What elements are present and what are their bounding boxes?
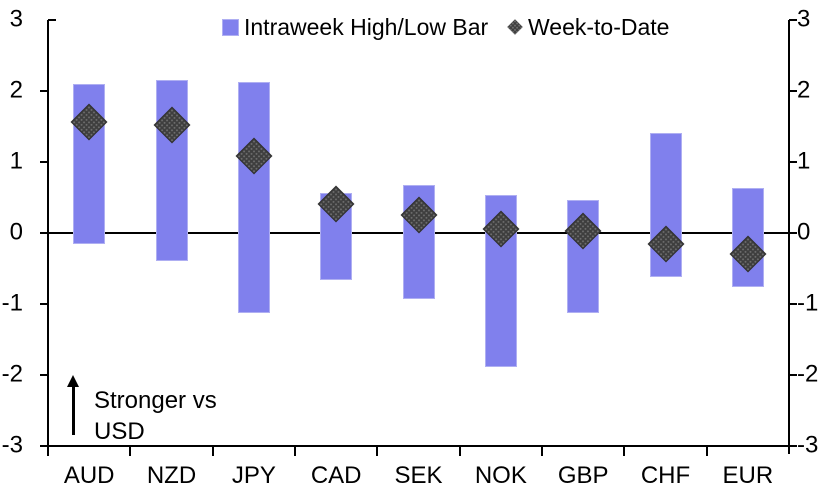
y-tick-label-left: -2 xyxy=(1,360,23,388)
x-category-label-jpy: JPY xyxy=(231,462,276,489)
x-category-label-aud: AUD xyxy=(63,462,115,489)
x-tick xyxy=(129,446,132,456)
range-bar-sek xyxy=(402,185,435,300)
x-tick xyxy=(541,446,543,456)
x-tick xyxy=(458,446,461,456)
y-tick-right xyxy=(789,232,797,234)
annotation-line-2: USD xyxy=(94,418,145,445)
x-category-label-cad: CAD xyxy=(310,462,362,489)
right-axis-line xyxy=(788,20,790,454)
y-tick-label-right: 2 xyxy=(797,76,811,104)
x-tick xyxy=(294,446,296,456)
legend-item-intraweek-bar: Intraweek High/Low Bar xyxy=(222,14,488,40)
up-arrow-head-icon xyxy=(67,375,79,387)
y-tick-left xyxy=(40,374,48,376)
y-tick-label-right: 0 xyxy=(797,218,811,246)
annotation-stronger-vs-usd: Stronger vs USD xyxy=(94,385,217,447)
x-category-label-chf: CHF xyxy=(640,462,691,489)
y-tick-right xyxy=(789,19,797,21)
y-tick-label-left: 0 xyxy=(9,218,23,246)
legend-label-intraweek: Intraweek High/Low Bar xyxy=(244,14,489,40)
x-axis-line xyxy=(47,445,790,447)
x-tick xyxy=(705,446,708,456)
legend-item-week-to-date: Week-to-Date xyxy=(506,14,669,40)
y-tick-left xyxy=(40,445,48,447)
x-category-label-sek: SEK xyxy=(394,462,443,489)
y-tick-right xyxy=(789,374,797,376)
y-tick-label-left: 1 xyxy=(9,147,23,175)
range-bar-jpy xyxy=(237,82,270,313)
y-tick-label-right: -3 xyxy=(797,431,819,459)
range-bar-aud xyxy=(73,83,106,244)
y-tick-label-left: -1 xyxy=(1,289,23,317)
y-tick-right xyxy=(789,90,797,92)
annotation-line-1: Stronger vs xyxy=(94,387,217,414)
y-tick-label-left: 2 xyxy=(9,76,23,104)
y-tick-label-left: 3 xyxy=(9,5,23,33)
x-category-label-eur: EUR xyxy=(722,462,774,489)
y-tick-left xyxy=(40,232,48,234)
y-tick-left xyxy=(48,19,56,21)
y-tick-label-right: -2 xyxy=(797,360,819,388)
x-tick xyxy=(211,446,214,456)
x-tick xyxy=(376,446,379,456)
x-category-label-gbp: GBP xyxy=(557,462,609,489)
left-axis-line xyxy=(47,20,49,456)
x-category-label-nzd: NZD xyxy=(146,462,197,489)
up-arrow-icon xyxy=(72,386,75,435)
y-tick-label-right: -1 xyxy=(797,289,819,317)
x-category-label-nok: NOK xyxy=(474,462,527,489)
bar-swatch-icon xyxy=(222,18,239,36)
y-tick-right xyxy=(789,445,797,447)
range-bar-chf xyxy=(649,132,682,277)
y-tick-label-right: 3 xyxy=(797,5,811,33)
y-tick-label-left: -3 xyxy=(1,431,23,459)
x-tick xyxy=(623,446,626,456)
legend-label-week-to-date: Week-to-Date xyxy=(528,14,670,40)
y-tick-right xyxy=(789,161,797,163)
y-tick-left xyxy=(40,161,48,163)
y-tick-left xyxy=(40,303,48,305)
y-tick-right xyxy=(789,303,797,305)
y-tick-left xyxy=(40,90,48,92)
y-tick-label-right: 1 xyxy=(797,147,811,175)
